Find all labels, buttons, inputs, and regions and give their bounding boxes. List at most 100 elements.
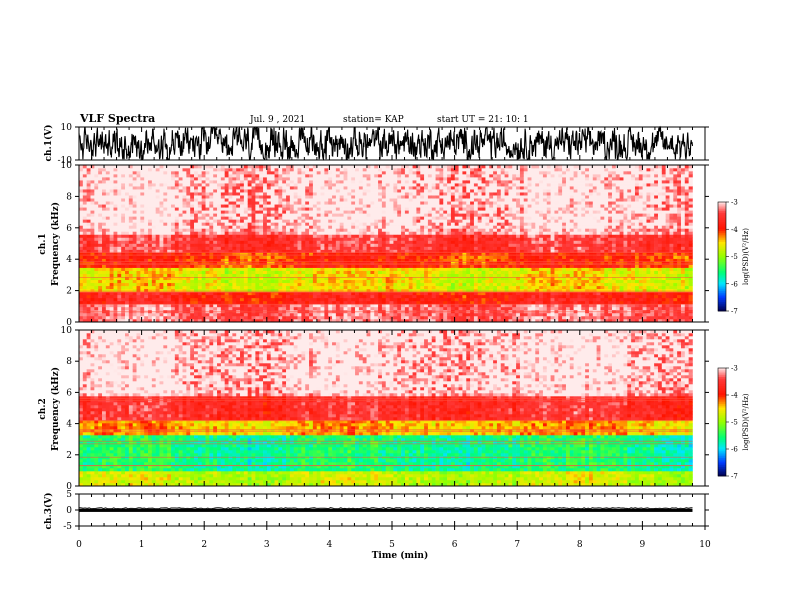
ch1-spectrogram-cell bbox=[113, 285, 118, 290]
ch1-spectrogram-cell bbox=[397, 186, 402, 190]
ch1-spectrogram-cell bbox=[155, 246, 160, 250]
ch1-spectrogram-cell bbox=[370, 294, 375, 299]
ch1-spectrogram-cell bbox=[263, 306, 268, 311]
ch1-spectrogram-cell bbox=[412, 216, 417, 220]
ch1-spectrogram-cell bbox=[217, 237, 222, 241]
ch1-spectrogram-cell bbox=[324, 177, 329, 181]
ch1-spectrogram-cell bbox=[159, 237, 164, 241]
ch1-spectrogram-cell bbox=[347, 273, 352, 278]
ch1-spectrogram-cell bbox=[289, 255, 295, 259]
ch1-spectrogram-cell bbox=[117, 273, 122, 278]
ch1-spectrogram-cell bbox=[243, 282, 248, 287]
ch1-spectrogram-cell bbox=[297, 312, 302, 317]
ch1-spectrogram-cell bbox=[316, 195, 321, 199]
ch1-spectrogram-cell bbox=[289, 192, 295, 196]
ch1-spectrogram-cell bbox=[194, 297, 199, 302]
ch1-spectrogram-cell bbox=[343, 276, 348, 281]
ch1-spectrogram-cell bbox=[79, 210, 84, 214]
ch1-spectrogram-cell bbox=[213, 165, 218, 169]
ch1-spectrogram-cell bbox=[82, 249, 87, 253]
ch1-spectrogram-cell bbox=[232, 243, 237, 247]
ch1-spectrogram-cell bbox=[274, 252, 279, 256]
ch1-spectrogram-cell bbox=[79, 276, 84, 281]
ch1-spectrogram-cell bbox=[293, 261, 298, 265]
ch1-spectrogram-cell bbox=[213, 213, 218, 217]
ch1-spectrogram-cell bbox=[102, 273, 107, 278]
ch1-spectrogram-cell bbox=[174, 315, 179, 320]
ch1-spectrogram-cell bbox=[297, 264, 302, 268]
ch1-spectrogram-cell bbox=[266, 219, 272, 223]
ch1-spectrogram-cell bbox=[194, 255, 199, 259]
ch1-spectrogram-cell bbox=[263, 204, 268, 208]
ch1-spectrogram-cell bbox=[159, 267, 164, 271]
ch1-spectrogram-cell bbox=[435, 294, 440, 299]
ch1-spectrogram-cell bbox=[90, 285, 95, 290]
ch1-spectrogram-cell bbox=[251, 252, 256, 256]
ch1-spectrogram-cell bbox=[381, 246, 387, 250]
ch1-spectrogram-cell bbox=[163, 180, 168, 184]
ch1-spectrogram-cell bbox=[408, 315, 413, 320]
ch1-spectrogram-cell bbox=[408, 168, 413, 172]
ch1-spectrogram-cell bbox=[278, 168, 283, 172]
ch1-spectrogram-cell bbox=[247, 312, 252, 317]
ch1-spectrogram-cell bbox=[182, 288, 187, 293]
ch1-spectrogram-cell bbox=[278, 276, 283, 281]
ch1-spectrogram-cell bbox=[366, 183, 371, 187]
ch1-spectrogram-cell bbox=[351, 237, 356, 241]
ch1-spectrogram-cell bbox=[335, 195, 341, 199]
ch1-spectrogram-cell bbox=[228, 306, 233, 311]
ch1-spectrogram-cell bbox=[82, 186, 87, 190]
ch1-spectrogram-cell bbox=[109, 213, 114, 217]
ch1-spectrogram-cell bbox=[220, 237, 225, 241]
ch1-spectrogram-cell bbox=[335, 276, 341, 281]
ch1-spectrogram-cell bbox=[282, 219, 287, 223]
ch1-spectrogram-cell bbox=[240, 216, 245, 220]
ch1-spectrogram-cell bbox=[416, 201, 421, 205]
ch1-spectrogram-cell bbox=[266, 228, 272, 232]
ch1-spectrogram-cell bbox=[171, 267, 176, 271]
ch1-spectrogram-cell bbox=[374, 291, 379, 296]
ch1-spectrogram-cell bbox=[362, 273, 367, 278]
ch1-spectrogram-cell bbox=[125, 213, 130, 217]
ch1-spectrogram-cell bbox=[374, 285, 379, 290]
ch1-spectrogram-cell bbox=[243, 294, 248, 299]
ch1-spectrogram-cell bbox=[435, 318, 440, 323]
ch1-spectrogram-cell bbox=[251, 243, 256, 247]
ch1-spectrogram-cell bbox=[328, 294, 333, 299]
ch1-spectrogram-cell bbox=[259, 171, 264, 175]
ch1-spectrogram-cell bbox=[324, 246, 329, 250]
ch1-spectrogram-cell bbox=[282, 195, 287, 199]
ch1-spectrogram-cell bbox=[136, 261, 141, 265]
ch1-spectrogram-cell bbox=[343, 237, 348, 241]
ch1-spectrogram-cell bbox=[155, 249, 160, 253]
ch1-spectrogram-cell bbox=[167, 300, 172, 305]
ch1-spectrogram-cell bbox=[240, 267, 245, 271]
ch1-spectrogram-cell bbox=[401, 219, 406, 223]
ch1-spectrogram-cell bbox=[190, 216, 195, 220]
ch1-spectrogram-cell bbox=[90, 195, 95, 199]
ch1-spectrogram-cell bbox=[209, 264, 214, 268]
ch1-spectrogram-cell bbox=[102, 228, 107, 232]
ch1-spectrogram-cell bbox=[109, 165, 114, 169]
ch1-spectrogram-cell bbox=[274, 210, 279, 214]
header-date: Jul. 9 , 2021 bbox=[249, 115, 305, 125]
ch1-spectrogram-cell bbox=[117, 255, 122, 259]
ch1-spectrogram-cell bbox=[270, 213, 275, 217]
ch1-spectrogram-cell bbox=[148, 243, 153, 247]
ch1-spectrogram-cell bbox=[416, 267, 421, 271]
ch1-spectrogram-cell bbox=[190, 189, 195, 193]
ch1-spectrogram-cell bbox=[159, 195, 164, 199]
ch1-spectrogram-cell bbox=[374, 306, 379, 311]
ch1-spectrogram-cell bbox=[385, 189, 390, 193]
ch1-spectrogram-cell bbox=[427, 315, 433, 320]
ch1-spectrogram-cell bbox=[251, 225, 256, 229]
ch1-spectrogram-cell bbox=[347, 213, 352, 217]
ch1-spectrogram-cell bbox=[335, 180, 341, 184]
ch1-spectrogram-cell bbox=[140, 210, 145, 214]
ch1-spectrogram-cell bbox=[335, 300, 341, 305]
ch1-spectrogram-cell bbox=[343, 246, 348, 250]
ch1-spectrogram-cell bbox=[339, 297, 344, 302]
ch1-spectrogram-cell bbox=[94, 174, 99, 178]
ch1-spectrogram-cell bbox=[316, 228, 321, 232]
